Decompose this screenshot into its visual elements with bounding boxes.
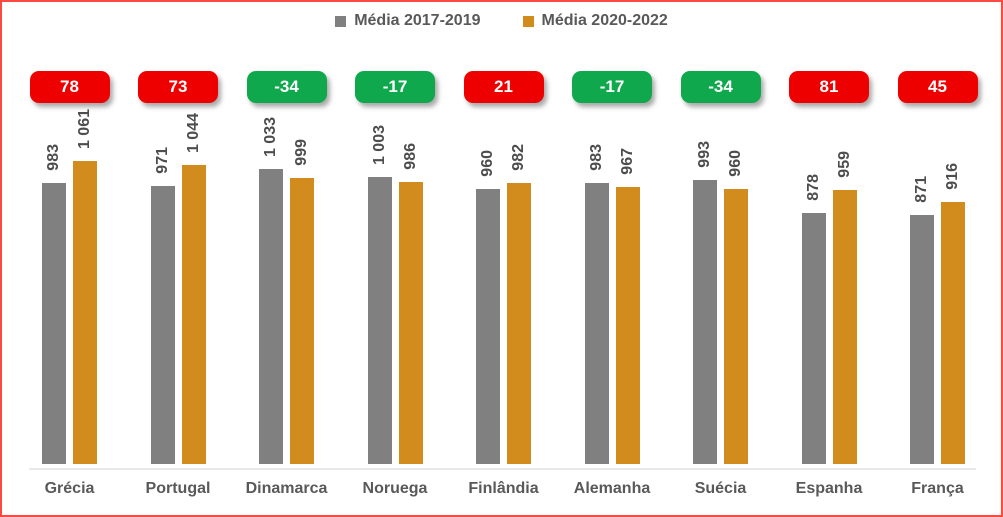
bar-media-2020-2022 [832, 190, 857, 464]
value-label: 1 003 [370, 124, 388, 165]
legend-swatch-gray [335, 15, 347, 27]
category-label: Grécia [44, 480, 95, 497]
value-label: 999 [293, 139, 310, 166]
category-label: Portugal [145, 480, 211, 497]
value-label: 1 044 [184, 112, 202, 153]
value-label: 878 [804, 174, 822, 201]
legend-label: Média 2017-2019 [354, 12, 481, 29]
bar-group: 983 1 061 [42, 109, 97, 464]
bar-column: 1 003 [367, 124, 392, 464]
bar-media-2017-2019 [42, 183, 66, 464]
value-label: 967 [618, 148, 636, 175]
bar-group: 871 916 [910, 163, 965, 464]
bar-media-2020-2022 [398, 182, 423, 464]
value-label: 871 [913, 176, 930, 203]
difference-badge: 81 [789, 71, 869, 103]
value-label: 983 [45, 144, 62, 171]
bar-group: 983 967 [584, 144, 640, 464]
difference-badge: 73 [138, 71, 218, 103]
bar-media-2017-2019 [801, 213, 826, 464]
bar-media-2017-2019 [259, 169, 283, 464]
bar-column: 982 [507, 144, 531, 464]
chart-legend: Média 2017-2019 Média 2020-2022 [2, 12, 1001, 30]
bar-column: 986 [398, 143, 423, 464]
bar-column: 967 [615, 148, 640, 464]
value-label: 916 [944, 163, 961, 190]
bar-group: 993 960 [693, 141, 748, 464]
bar-column: 960 [476, 150, 500, 464]
bar-column: 959 [832, 151, 857, 464]
legend-item-media-2017-2019: Média 2017-2019 [335, 12, 481, 30]
bar-group: 878 959 [801, 151, 857, 464]
difference-badge: 21 [463, 71, 544, 103]
bar-media-2017-2019 [367, 177, 392, 464]
bar-column: 916 [941, 163, 965, 464]
bar-column: 993 [693, 141, 717, 464]
bar-media-2017-2019 [150, 186, 175, 464]
value-label: 986 [401, 143, 419, 170]
bar-column: 1 044 [181, 112, 206, 464]
bar-group: 1 033 999 [259, 117, 314, 464]
bar-column: 1 033 [259, 117, 283, 464]
value-label: 960 [727, 150, 744, 177]
bar-media-2020-2022 [181, 165, 206, 464]
legend-label: Média 2020-2022 [541, 12, 668, 29]
value-label: 971 [153, 147, 171, 174]
difference-badge: -17 [355, 71, 435, 103]
bar-media-2020-2022 [290, 178, 314, 464]
bar-column: 960 [724, 150, 748, 464]
category-label: Dinamarca [245, 480, 328, 497]
bar-column: 983 [42, 144, 66, 464]
bar-column: 878 [801, 174, 826, 464]
value-label: 983 [587, 144, 605, 171]
category-label: Finlândia [468, 480, 539, 497]
legend-swatch-orange [522, 15, 534, 27]
category-label: Noruega [362, 480, 428, 497]
category-label: Espanha [795, 480, 863, 497]
bar-column: 971 [150, 147, 175, 464]
value-label: 993 [696, 141, 713, 168]
bar-group: 1 003 986 [367, 124, 423, 464]
bar-media-2020-2022 [507, 183, 531, 464]
difference-badge: 45 [897, 71, 978, 103]
value-label: 960 [479, 150, 496, 177]
x-axis-line [29, 468, 976, 470]
value-label: 1 033 [262, 116, 279, 157]
bar-column: 871 [910, 176, 934, 464]
bar-media-2017-2019 [910, 215, 934, 464]
bar-media-2017-2019 [476, 189, 500, 464]
bar-media-2017-2019 [584, 183, 609, 464]
value-label: 1 061 [76, 108, 93, 149]
value-label: 959 [835, 151, 853, 178]
bar-column: 999 [290, 139, 314, 464]
value-label: 982 [510, 144, 527, 171]
difference-badge: -17 [572, 71, 652, 103]
bar-media-2020-2022 [615, 187, 640, 464]
legend-item-media-2020-2022: Média 2020-2022 [522, 12, 668, 30]
category-label: França [911, 480, 964, 497]
bar-media-2020-2022 [724, 189, 748, 464]
bar-media-2020-2022 [73, 161, 97, 464]
category-label: Alemanha [573, 480, 651, 497]
bar-column: 1 061 [73, 109, 97, 464]
difference-badge: -34 [246, 71, 327, 103]
bar-group: 960 982 [476, 144, 531, 464]
bar-column: 983 [584, 144, 609, 464]
bar-group: 971 1 044 [150, 112, 206, 464]
category-label: Suécia [694, 480, 747, 497]
difference-badge: -34 [680, 71, 761, 103]
bar-media-2020-2022 [941, 202, 965, 464]
difference-badge: 78 [29, 71, 110, 103]
bar-media-2017-2019 [693, 180, 717, 464]
